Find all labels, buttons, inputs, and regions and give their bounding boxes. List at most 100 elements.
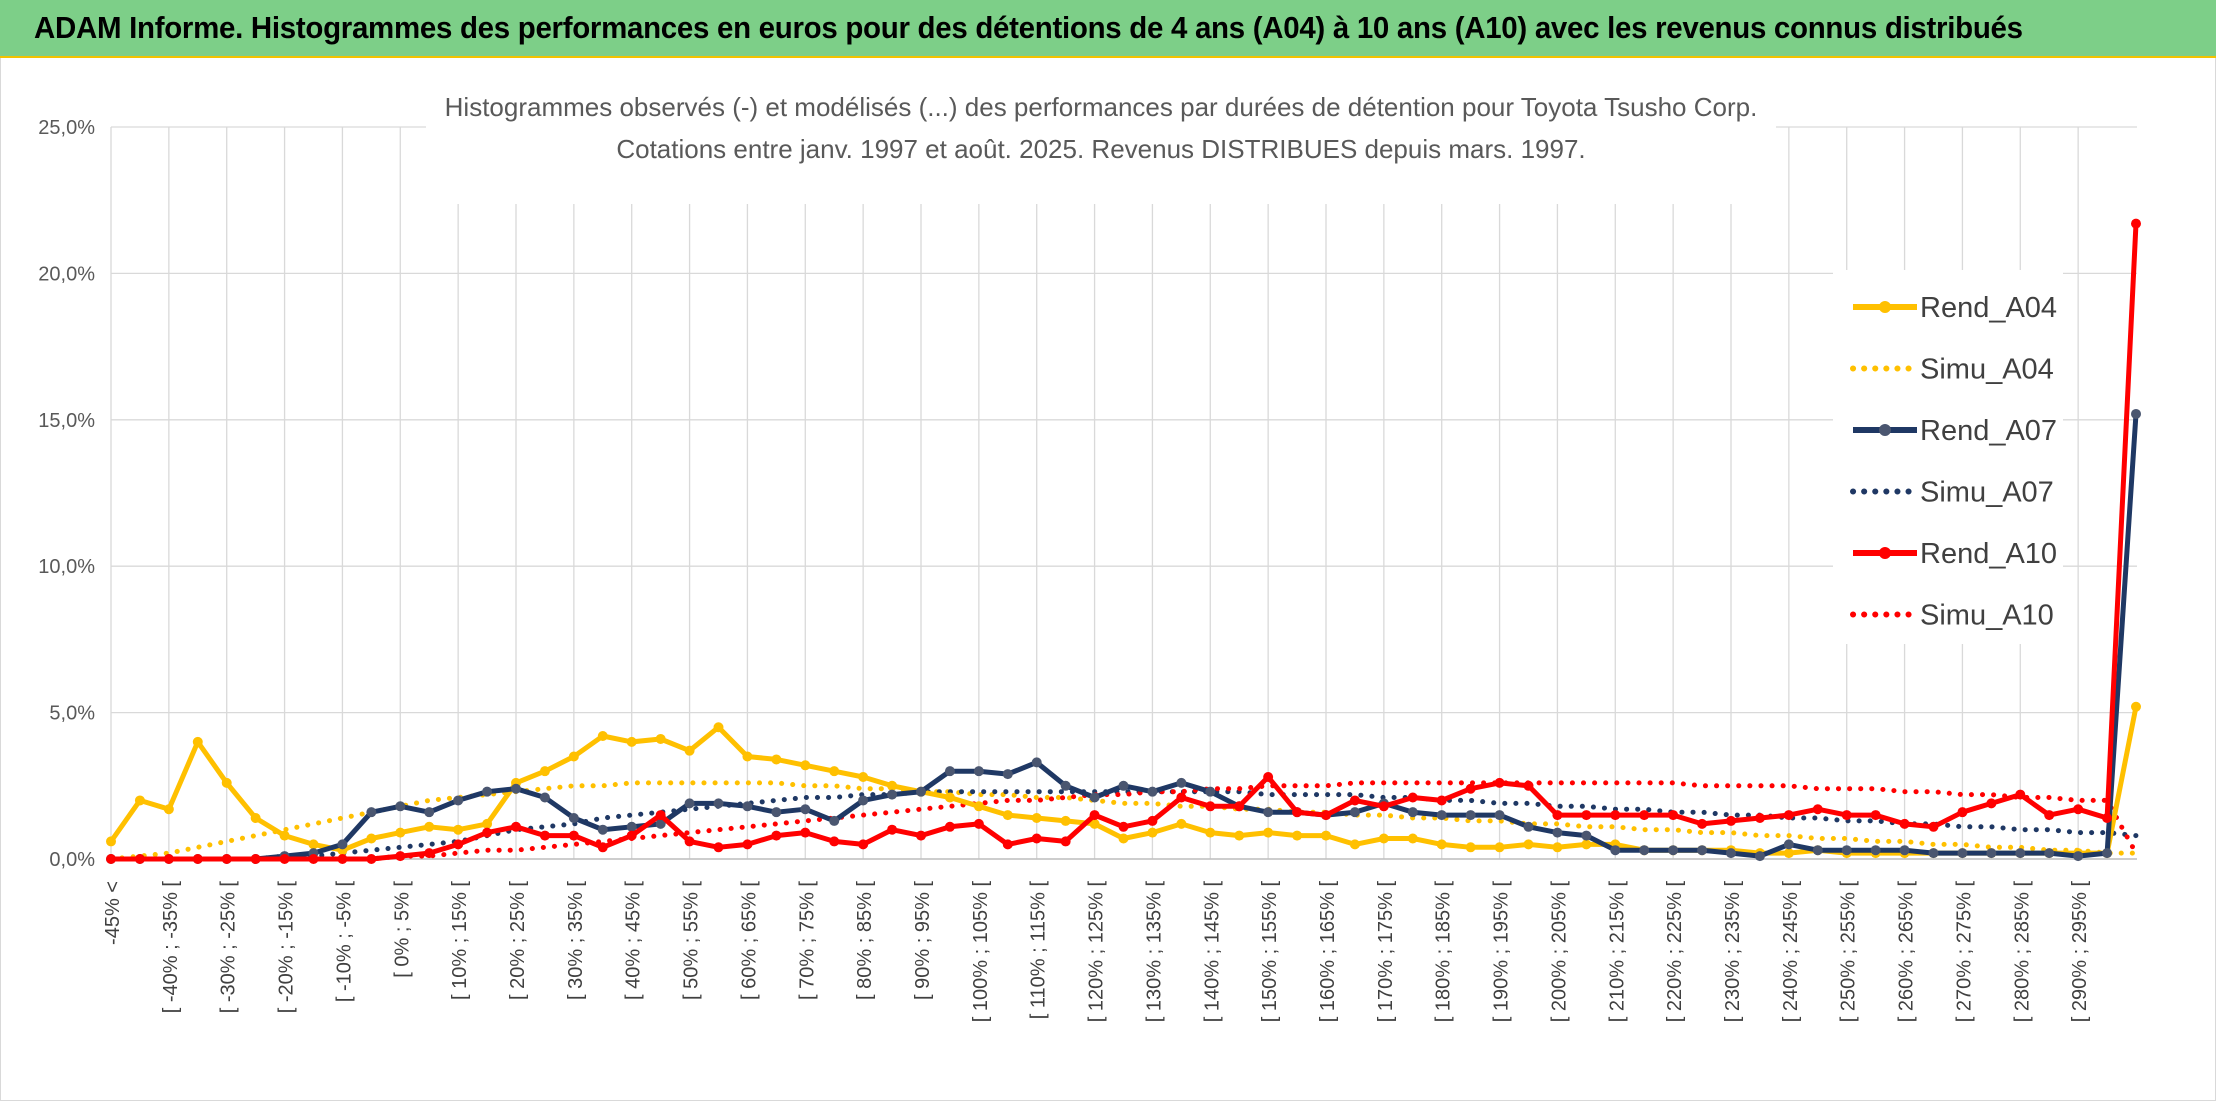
data-point [1292, 830, 1303, 841]
data-point [887, 824, 898, 835]
data-point [221, 854, 232, 864]
data-point [1812, 804, 1823, 815]
x-tick-label: [ 50% ; 55% [ [681, 881, 703, 1000]
data-point [1928, 848, 1939, 859]
y-tick-label: 10,0% [38, 556, 95, 578]
x-tick-label: [ 80% ; 85% [ [854, 881, 876, 1000]
data-point [2044, 848, 2055, 859]
x-tick-label: [ 120% ; 125% [ [1086, 881, 1108, 1023]
data-point [973, 818, 984, 829]
histogram-chart: 0,0% 5,0% 10,0% 15,0% 20,0% 25,0% -45% < [ -40… [38, 86, 2141, 1023]
data-point [163, 804, 174, 815]
legend-label: Simu_A04 [1920, 354, 2054, 386]
data-point [858, 839, 869, 850]
legend-label: Rend_A07 [1920, 415, 2057, 447]
legend-item-simu_a10: Simu_A10 [1850, 600, 2054, 632]
legend-label: Rend_A04 [1920, 292, 2057, 324]
data-point [1494, 777, 1505, 788]
chart-title: Histogrammes observés (-) et modélisés (… [445, 92, 1758, 122]
data-point [1754, 851, 1765, 862]
x-tick-label: [ -10% ; -5% [ [333, 881, 355, 1003]
data-point [1060, 815, 1071, 826]
series-line [108, 780, 2139, 862]
data-point [366, 807, 377, 818]
data-point [1870, 845, 1881, 856]
x-axis-ticks: -45% < [ -40% ; -35% [[ -30% ; -25% [[ -2… [102, 881, 2091, 1023]
data-point [626, 830, 637, 841]
data-point [655, 733, 666, 744]
data-point [742, 801, 753, 812]
legend-item-simu_a07: Simu_A07 [1850, 477, 2054, 509]
data-point [1118, 780, 1129, 791]
data-point [771, 807, 782, 818]
data-point [2131, 701, 2141, 712]
data-point [1465, 842, 1476, 853]
data-point [1783, 848, 1794, 859]
data-point [771, 830, 782, 841]
data-point [973, 801, 984, 812]
x-tick-label: [ 150% ; 155% [ [1259, 881, 1281, 1023]
data-point [713, 798, 724, 809]
data-point [568, 751, 579, 762]
data-point [424, 848, 435, 859]
data-point [1147, 815, 1158, 826]
data-point [1986, 798, 1997, 809]
data-point [1060, 836, 1071, 847]
data-point [1234, 830, 1245, 841]
data-point [1783, 810, 1794, 821]
x-tick-label: [ 60% ; 65% [ [738, 881, 760, 1000]
x-tick-label: [ 230% ; 235% [ [1722, 881, 1744, 1023]
data-point [1176, 818, 1187, 829]
data-point [1205, 827, 1216, 838]
chart-frame: 0,0% 5,0% 10,0% 15,0% 20,0% 25,0% -45% < [ -40… [0, 58, 2216, 1101]
y-tick-label: 20,0% [38, 263, 95, 285]
data-point [1639, 845, 1650, 856]
legend-label: Rend_A10 [1920, 538, 2057, 570]
data-point [1407, 833, 1418, 844]
data-point [1407, 792, 1418, 803]
data-point [2044, 810, 2055, 821]
data-point [2015, 848, 2026, 859]
data-point [1349, 795, 1360, 806]
series-line [111, 223, 2139, 862]
data-point [626, 821, 637, 832]
series-line [111, 413, 2139, 862]
data-point [887, 789, 898, 800]
series-line [108, 780, 2139, 862]
data-point [1726, 848, 1736, 859]
data-point [192, 736, 203, 747]
data-point [1668, 810, 1679, 821]
data-point [1147, 786, 1158, 797]
x-tick-label: [ 140% ; 145% [ [1201, 881, 1223, 1023]
data-point [1349, 839, 1360, 850]
data-point [1668, 845, 1679, 856]
data-point [2102, 813, 2113, 824]
legend-marker [1879, 547, 1891, 559]
data-point [1581, 810, 1592, 821]
x-tick-label: [ 240% ; 245% [ [1780, 881, 1802, 1023]
x-tick-label: [ 200% ; 205% [ [1548, 881, 1570, 1023]
x-tick-label: [ 10% ; 15% [ [449, 881, 471, 1000]
data-point [655, 818, 666, 829]
legend-label: Simu_A07 [1920, 477, 2054, 509]
data-point [829, 836, 840, 847]
data-point [858, 795, 869, 806]
data-point [1002, 769, 1013, 780]
y-axis-ticks: 0,0% 5,0% 10,0% 15,0% 20,0% 25,0% [38, 117, 95, 871]
data-point [1436, 810, 1447, 821]
data-point [655, 810, 666, 821]
data-point [1523, 821, 1534, 832]
data-point [1494, 842, 1505, 853]
data-point [308, 839, 319, 850]
data-point [250, 854, 261, 864]
data-point [1031, 813, 1042, 824]
data-point [279, 854, 290, 864]
data-point [944, 821, 955, 832]
data-point [482, 818, 493, 829]
y-tick-label: 0,0% [49, 849, 95, 871]
legend: Rend_A04 Simu_A04 Rend_A07 Simu_A07 Rend_A10… [1833, 270, 2063, 644]
data-point [482, 786, 493, 797]
data-point [2131, 218, 2141, 229]
data-point [1263, 827, 1274, 838]
data-point [1176, 777, 1187, 788]
